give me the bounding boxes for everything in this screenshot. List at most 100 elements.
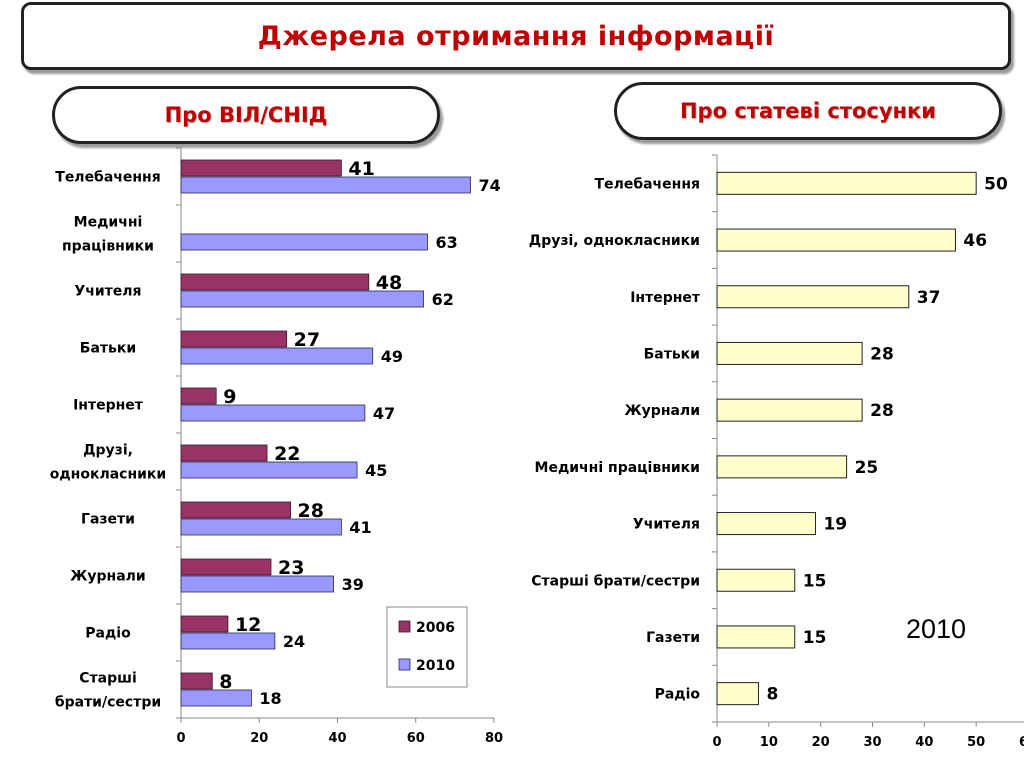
right-x-tick-label: 10 <box>760 735 778 750</box>
left-category-label: Радіо <box>85 626 131 642</box>
right-data-label: 28 <box>870 401 894 421</box>
data-label-2010: 62 <box>432 290 454 309</box>
bar-2010 <box>180 347 374 365</box>
data-label-2006: 22 <box>274 443 300 465</box>
right-bar <box>716 285 910 309</box>
bar-2010 <box>180 404 366 422</box>
right-data-label: 46 <box>963 231 987 251</box>
right-bar <box>716 171 977 195</box>
left-category-label: брати/сестри <box>55 695 161 711</box>
left-heading-pill: Про ВІЛ/СНІД <box>52 86 440 144</box>
right-data-label: 19 <box>823 515 847 535</box>
right-bar <box>716 512 816 536</box>
title-box: Джерела отримання інформації <box>21 2 1011 70</box>
right-data-label: 28 <box>870 344 894 364</box>
bar-2010 <box>180 290 424 308</box>
data-label-2010: 49 <box>381 347 403 366</box>
bar-2006 <box>180 558 272 576</box>
bar-2006 <box>180 273 370 291</box>
bar-2010 <box>180 176 471 194</box>
data-label-2006: 27 <box>294 329 320 351</box>
bar-2006 <box>180 330 288 348</box>
right-category-label: Учителя <box>633 517 700 533</box>
bar-2010 <box>180 632 276 650</box>
left-category-label: працівники <box>62 239 154 255</box>
year-note: 2010 <box>906 614 967 644</box>
right-category-label: Батьки <box>644 346 700 362</box>
right-bar <box>716 228 956 252</box>
left-heading: Про ВІЛ/СНІД <box>164 103 328 127</box>
data-label-2006: 48 <box>376 272 402 294</box>
page-title: Джерела отримання інформації <box>257 20 775 52</box>
bar-2010 <box>180 689 252 707</box>
data-label-2006: 41 <box>348 158 374 180</box>
right-heading-pill: Про статеві стосунки <box>614 82 1002 140</box>
right-bar <box>716 625 796 649</box>
data-label-2006: 23 <box>278 557 304 579</box>
legend-box <box>386 606 468 688</box>
bar-2006 <box>180 159 342 177</box>
left-category-label: Старші <box>79 671 137 687</box>
data-label-2006: 28 <box>298 500 324 522</box>
right-x-tick-label: 40 <box>915 735 933 750</box>
right-data-label: 8 <box>766 685 778 705</box>
right-data-label: 15 <box>803 628 827 648</box>
left-category-label: Телебачення <box>55 170 160 186</box>
bar-2010 <box>180 233 428 251</box>
right-category-label: Інтернет <box>630 290 701 306</box>
left-x-tick-label: 0 <box>176 731 185 746</box>
data-label-2010: 18 <box>259 689 281 708</box>
right-data-label: 37 <box>917 288 941 308</box>
left-x-tick-label: 80 <box>485 731 503 746</box>
left-x-tick-label: 60 <box>407 731 425 746</box>
data-label-2010: 24 <box>283 632 305 651</box>
data-label-2010: 63 <box>435 233 457 252</box>
legend-label-2010: 2010 <box>416 658 455 674</box>
right-heading: Про статеві стосунки <box>679 99 936 123</box>
right-category-label: Старші брати/сестри <box>531 573 700 589</box>
right-x-tick-label: 30 <box>863 735 881 750</box>
left-category-label: Інтернет <box>73 398 144 414</box>
left-x-tick-label: 40 <box>328 731 346 746</box>
right-bar <box>716 682 759 706</box>
bar-2006 <box>180 387 217 405</box>
left-x-tick-label: 20 <box>250 731 268 746</box>
left-category-label: Друзі, <box>83 443 133 459</box>
data-label-2006: 8 <box>219 671 232 693</box>
legend-swatch-2010 <box>398 658 411 671</box>
left-category-label: Учителя <box>74 284 141 300</box>
right-x-tick-label: 50 <box>967 735 985 750</box>
data-label-2010: 41 <box>349 518 371 537</box>
right-category-label: Газети <box>646 630 700 646</box>
right-category-label: Телебачення <box>595 176 700 192</box>
left-category-label: Газети <box>81 512 135 528</box>
data-label-2010: 45 <box>365 461 387 480</box>
data-label-2010: 39 <box>342 575 364 594</box>
right-data-label: 15 <box>803 571 827 591</box>
right-bar <box>716 398 863 422</box>
left-category-label: Батьки <box>80 341 136 357</box>
legend-label-2006: 2006 <box>416 620 455 636</box>
bar-2006 <box>180 672 213 690</box>
bar-2010 <box>180 461 358 479</box>
data-label-2010: 47 <box>373 404 395 423</box>
right-data-label: 50 <box>984 174 1008 194</box>
legend-swatch-2006 <box>398 620 411 633</box>
left-category-label: однокласники <box>50 467 167 483</box>
data-label-2010: 74 <box>479 176 501 195</box>
bar-2006 <box>180 444 268 462</box>
right-x-tick-label: 20 <box>812 735 830 750</box>
right-category-label: Друзі, однокласники <box>529 233 700 249</box>
right-x-tick-label: 0 <box>712 735 721 750</box>
left-category-label: Медичні <box>74 215 143 231</box>
right-x-tick-label: 60 <box>1019 735 1024 750</box>
bar-2010 <box>180 575 334 593</box>
right-category-label: Журнали <box>625 403 700 419</box>
right-data-label: 25 <box>855 458 879 478</box>
bar-2010 <box>180 518 342 536</box>
right-bar <box>716 341 863 365</box>
right-bar <box>716 568 796 592</box>
right-bar <box>716 455 848 479</box>
left-category-label: Журнали <box>70 569 145 585</box>
